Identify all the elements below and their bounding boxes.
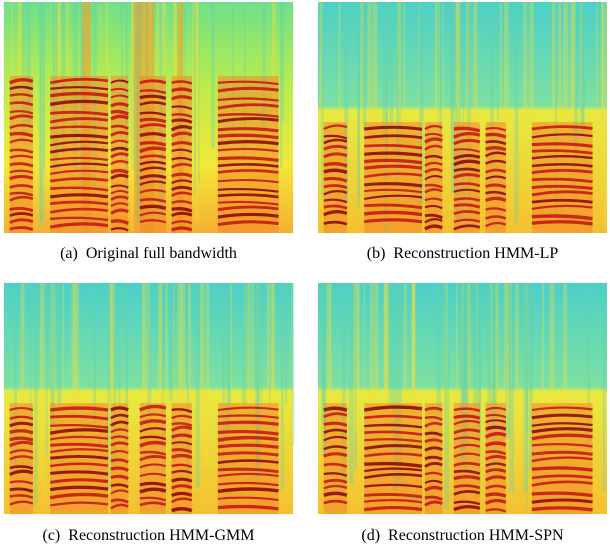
caption: (d) Reconstruction HMM-SPN — [361, 527, 564, 544]
page: (a) Original full bandwidth (b) Reconstruct… — [0, 0, 610, 553]
spectrogram-texture — [211, 2, 215, 148]
spectrogram-texture — [403, 2, 405, 118]
spectrogram-texture — [196, 283, 200, 488]
spectrogram-texture — [384, 283, 387, 415]
spectrogram-texture — [293, 283, 295, 446]
spectrogram-texture — [442, 2, 443, 129]
spectrogram-texture — [281, 283, 284, 490]
spectrogram-texture — [229, 283, 231, 410]
caption-text: Original full bandwidth — [86, 245, 237, 262]
voiced-region — [364, 122, 422, 233]
spectrogram-texture — [52, 283, 55, 424]
spectrogram-texture — [131, 2, 132, 230]
spectrogram-texture — [444, 283, 449, 510]
spectrogram-texture — [515, 283, 519, 452]
spectrogram-texture — [563, 283, 567, 424]
spectrogram-texture — [363, 2, 366, 130]
spectrogram-texture — [462, 283, 466, 402]
spectrogram-texture — [605, 2, 608, 227]
spectrogram-texture — [564, 2, 565, 121]
spectrogram-texture — [206, 283, 209, 468]
caption: (c) Reconstruction HMM-GMM — [43, 527, 255, 544]
caption-text: Reconstruction HMM-GMM — [68, 527, 254, 544]
spectrogram-texture — [509, 283, 514, 493]
spectrogram-texture — [523, 2, 527, 124]
spectrogram-texture — [504, 2, 509, 128]
spectrogram-texture — [558, 2, 561, 121]
spectrogram — [4, 2, 293, 233]
spectrogram-texture — [357, 2, 360, 209]
spectrogram-texture — [357, 283, 360, 415]
spectrogram-texture — [523, 283, 528, 492]
spectrogram-texture — [514, 2, 518, 223]
spectrogram — [318, 2, 607, 233]
caption-text: Reconstruction HMM-LP — [393, 245, 558, 262]
spectrogram-texture — [194, 2, 196, 196]
spectrogram-texture — [412, 283, 415, 406]
spectrogram-texture — [339, 2, 341, 135]
spectrogram-texture — [473, 283, 478, 406]
spectrogram-texture — [504, 283, 509, 416]
spectrogram-texture — [383, 2, 385, 140]
spectrogram-texture — [436, 283, 441, 414]
voiced-region — [140, 76, 166, 233]
caption: (b) Reconstruction HMM-LP — [367, 245, 559, 262]
spectrogram-texture — [529, 2, 530, 207]
spectrogram-texture — [57, 283, 61, 404]
spectrogram-texture — [602, 2, 605, 120]
spectrogram-texture — [177, 283, 182, 413]
spectrogram-texture — [497, 2, 499, 121]
caption-text: Reconstruction HMM-SPN — [388, 527, 564, 544]
spectrogram-texture — [457, 2, 458, 137]
spectrogram-texture — [321, 2, 323, 198]
voiced-region — [454, 403, 480, 514]
spectrogram-texture — [285, 283, 287, 404]
spectrogram-texture — [370, 283, 371, 400]
spectrogram-texture — [603, 283, 606, 492]
spectrogram-texture — [596, 2, 597, 173]
spectrogram-texture — [291, 283, 292, 492]
harmonic — [324, 493, 347, 495]
caption-label: (c) — [43, 527, 61, 544]
spectrogram-texture — [21, 283, 25, 412]
spectrogram-texture — [46, 283, 48, 455]
spectrogram-texture — [281, 2, 284, 122]
spectrogram-texture — [34, 283, 37, 507]
caption-label: (d) — [361, 527, 380, 544]
voiced-region — [364, 403, 422, 514]
spectrogram-texture — [389, 283, 393, 409]
spectrogram-texture — [487, 283, 492, 419]
spectrogram-texture — [389, 2, 393, 130]
spectrogram-texture — [252, 283, 254, 411]
spectrogram-texture — [40, 2, 44, 221]
harmonic — [172, 509, 192, 511]
voiced-region — [324, 403, 347, 514]
spectrogram-texture — [242, 283, 246, 404]
spectrogram-texture — [169, 283, 172, 401]
spectrogram-texture — [40, 283, 45, 481]
spectrogram — [4, 283, 294, 514]
caption-label: (b) — [367, 245, 386, 262]
caption: (a) Original full bandwidth — [60, 245, 237, 262]
spectrogram-texture — [349, 283, 354, 484]
voiced-region — [172, 403, 192, 514]
figure: (a) Original full bandwidth (b) Reconstruct… — [0, 0, 610, 553]
spectrogram-texture — [200, 283, 205, 434]
caption-label: (a) — [60, 245, 78, 262]
spectrogram — [318, 283, 607, 514]
